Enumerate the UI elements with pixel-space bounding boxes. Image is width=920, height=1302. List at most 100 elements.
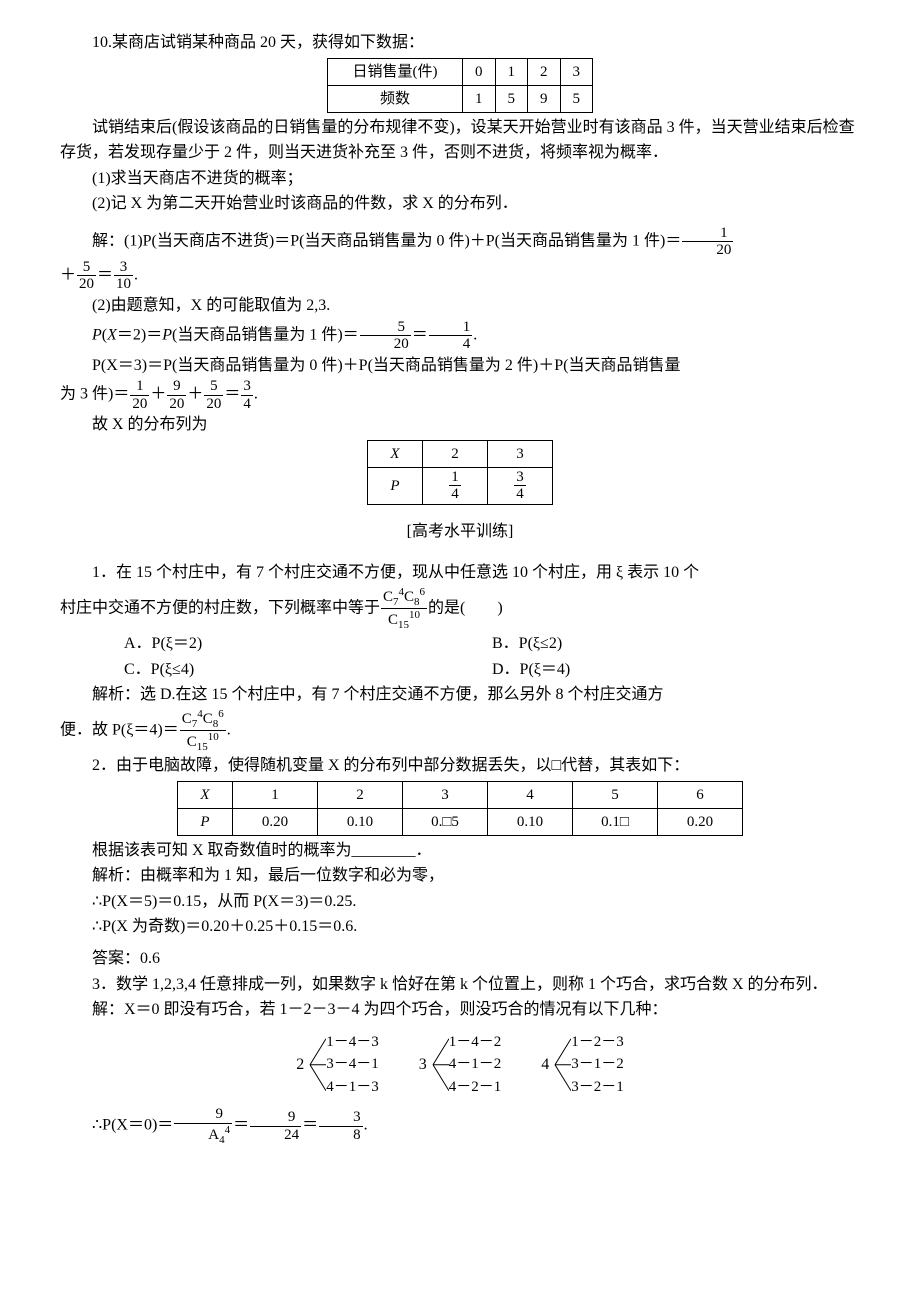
- tree-leaf: 1－4－2: [449, 1031, 502, 1054]
- fraction: 920: [167, 378, 186, 412]
- cell: 0.20: [233, 808, 318, 835]
- tree-4: 4 1－2－3 3－1－2 3－2－1: [541, 1031, 624, 1099]
- cell: 0.20: [658, 808, 743, 835]
- fraction: 14: [429, 319, 473, 353]
- section-title: [高考水平训练]: [60, 519, 860, 545]
- q10-px3b: 为 3 件)＝120＋920＋520＝34.: [60, 378, 860, 412]
- cell: 日销售量(件): [328, 58, 463, 85]
- tree-leaf: 4－1－2: [449, 1053, 502, 1076]
- cell: 0: [463, 58, 496, 85]
- cell: X: [368, 440, 423, 467]
- cell: 34: [488, 467, 553, 504]
- gk2-stem: 2．由于电脑故障，使得随机变量 X 的分布列中部分数据丢失，以□代替，其表如下：: [60, 753, 860, 779]
- q10-table: 日销售量(件) 0 1 2 3 频数 1 5 9 5: [327, 58, 593, 113]
- table-row: P 14 34: [368, 467, 553, 504]
- cell: 5: [573, 781, 658, 808]
- table-row: P 0.20 0.10 0.□5 0.10 0.1□ 0.20: [178, 808, 743, 835]
- cell: 6: [658, 781, 743, 808]
- gk2-table: X 1 2 3 4 5 6 P 0.20 0.10 0.□5 0.10 0.1□…: [177, 781, 743, 836]
- cell: 频数: [328, 85, 463, 112]
- tree-root: 2: [296, 1052, 304, 1078]
- cell: 14: [423, 467, 488, 504]
- cell: 1: [233, 781, 318, 808]
- cell: 0.10: [318, 808, 403, 835]
- cell: 1: [463, 85, 496, 112]
- tree-leaf: 4－1－3: [326, 1076, 379, 1099]
- option-d: D．P(ξ＝4): [492, 657, 860, 683]
- fraction: 38: [319, 1109, 363, 1143]
- fraction: C74C86C1510: [381, 586, 427, 631]
- gk3-px0: ∴P(X＝0)＝9A44＝924＝38.: [60, 1106, 860, 1146]
- cell: 2: [423, 440, 488, 467]
- branch-icon: [431, 1031, 449, 1099]
- q10-ans1-cont: ＋520＝310.: [60, 259, 860, 293]
- fraction: 120: [682, 225, 733, 259]
- gk2-expl2: ∴P(X＝5)＝0.15，从而 P(X＝3)＝0.25.: [60, 889, 860, 915]
- cell: 0.10: [488, 808, 573, 835]
- options-row1: A．P(ξ＝2) B．P(ξ≤2): [60, 631, 860, 657]
- text: 解：(1)P(当天商店不进货)＝P(当天商品销售量为 0 件)＋P(当天商品销售…: [92, 233, 681, 250]
- cell: 5: [495, 85, 528, 112]
- cell: 9: [528, 85, 561, 112]
- table-row: X 1 2 3 4 5 6: [178, 781, 743, 808]
- gk2-expl1: 解析：由概率和为 1 知，最后一位数字和必为零，: [60, 863, 860, 889]
- q10-px2: P(X＝2)＝P(当天商品销售量为 1 件)＝520＝14.: [60, 319, 860, 353]
- fraction: 520: [360, 319, 411, 353]
- q10-condition: 试销结束后(假设该商品的日销售量的分布规律不变)，设某天开始营业时有该商品 3 …: [60, 115, 860, 166]
- cell: 3: [403, 781, 488, 808]
- cell: 3: [560, 58, 593, 85]
- gk2-expl3: ∴P(X 为奇数)＝0.20＋0.25＋0.15＝0.6.: [60, 914, 860, 940]
- cell: X: [178, 781, 233, 808]
- table-row: X 2 3: [368, 440, 553, 467]
- tree-leaf: 1－4－3: [326, 1031, 379, 1054]
- tree-leaf: 1－2－3: [571, 1031, 624, 1054]
- branch-icon: [553, 1031, 571, 1099]
- cell: 2: [528, 58, 561, 85]
- q10-sub1: (1)求当天商店不进货的概率；: [60, 166, 860, 192]
- cell: 2: [318, 781, 403, 808]
- cell: 0.□5: [403, 808, 488, 835]
- tree-3: 3 1－4－2 4－1－2 4－2－1: [419, 1031, 502, 1099]
- tree-leaf: 3－4－1: [326, 1053, 379, 1076]
- cell: 3: [488, 440, 553, 467]
- option-c: C．P(ξ≤4): [124, 657, 492, 683]
- q10-stem: 10.某商店试销某种商品 20 天，获得如下数据：: [60, 30, 860, 56]
- fraction: 310: [114, 259, 133, 293]
- q10-sub2: (2)记 X 为第二天开始营业时该商品的件数，求 X 的分布列．: [60, 191, 860, 217]
- cell: P: [368, 467, 423, 504]
- tree-root: 3: [419, 1052, 427, 1078]
- tree-leaf: 3－1－2: [571, 1053, 624, 1076]
- gk3-stem: 3．数学 1,2,3,4 任意排成一列，如果数字 k 恰好在第 k 个位置上，则…: [60, 972, 860, 998]
- fraction: 34: [241, 378, 253, 412]
- cell: 5: [560, 85, 593, 112]
- fraction: 520: [204, 378, 223, 412]
- table-row: 日销售量(件) 0 1 2 3: [328, 58, 593, 85]
- table-row: 频数 1 5 9 5: [328, 85, 593, 112]
- tree-leaf: 3－2－1: [571, 1076, 624, 1099]
- cell: 0.1□: [573, 808, 658, 835]
- q10-dist-label: 故 X 的分布列为: [60, 412, 860, 438]
- fraction: 120: [130, 378, 149, 412]
- fraction: 520: [77, 259, 96, 293]
- gk2-ans: 答案：0.6: [60, 946, 860, 972]
- gk1-expl-b: 便．故 P(ξ＝4)＝C74C86C1510.: [60, 708, 860, 753]
- cell: 1: [495, 58, 528, 85]
- gk1-expl-a: 解析：选 D.在这 15 个村庄中，有 7 个村庄交通不方便，那么另外 8 个村…: [60, 682, 860, 708]
- gk3-sol-a: 解：X＝0 即没有巧合，若 1－2－3－4 为四个巧合，则没巧合的情况有以下几种…: [60, 997, 860, 1023]
- branch-icon: [308, 1031, 326, 1099]
- cell: P: [178, 808, 233, 835]
- q10-ans2a: (2)由题意知，X 的可能取值为 2,3.: [60, 293, 860, 319]
- options-row2: C．P(ξ≤4) D．P(ξ＝4): [60, 657, 860, 683]
- cell: 4: [488, 781, 573, 808]
- q10-px3a: P(X＝3)＝P(当天商品销售量为 0 件)＋P(当天商品销售量为 2 件)＋P…: [60, 353, 860, 379]
- gk1-stem-a: 1．在 15 个村庄中，有 7 个村庄交通不方便，现从中任意选 10 个村庄，用…: [60, 560, 860, 586]
- tree-root: 4: [541, 1052, 549, 1078]
- gk2-ask: 根据该表可知 X 取奇数值时的概率为________．: [60, 838, 860, 864]
- tree-leaf: 4－2－1: [449, 1076, 502, 1099]
- fraction: C74C86C1510: [180, 708, 226, 753]
- tree-diagram: 2 1－4－3 3－4－1 4－1－3 3 1－4－2 4－1－2 4－2－1 …: [60, 1031, 860, 1099]
- gk1-stem-b: 村庄中交通不方便的村庄数，下列概率中等于C74C86C1510的是( ): [60, 586, 860, 631]
- tree-2: 2 1－4－3 3－4－1 4－1－3: [296, 1031, 379, 1099]
- option-b: B．P(ξ≤2): [492, 631, 860, 657]
- fraction: 924: [250, 1109, 301, 1143]
